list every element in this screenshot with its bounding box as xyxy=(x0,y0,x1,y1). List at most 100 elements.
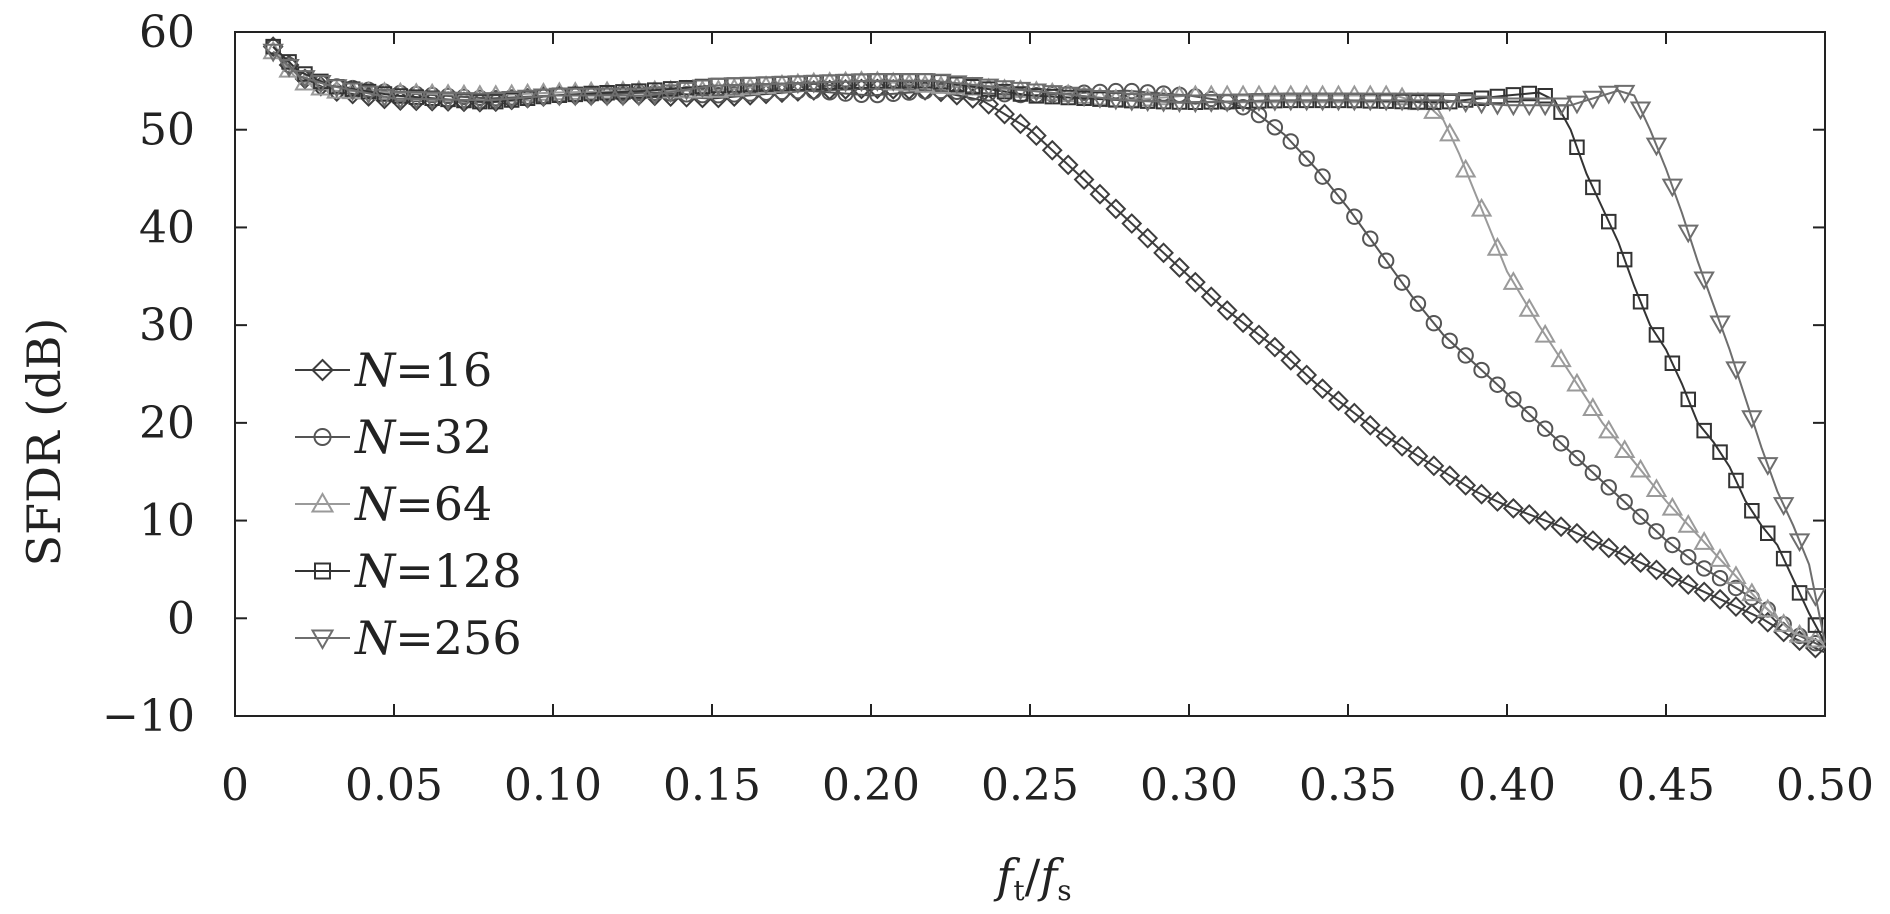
data-point xyxy=(1711,570,1729,587)
data-point xyxy=(1152,86,1175,106)
data-point xyxy=(532,82,555,101)
data-point xyxy=(1772,613,1795,632)
data-point xyxy=(1473,361,1490,379)
data-point xyxy=(771,75,793,95)
data-point xyxy=(1330,187,1347,205)
data-point xyxy=(1439,465,1461,487)
legend-label-value: =64 xyxy=(395,477,492,531)
data-point xyxy=(1616,251,1633,268)
data-point xyxy=(850,73,873,93)
data-point xyxy=(1359,92,1381,112)
legend-label-value: =32 xyxy=(395,410,492,464)
data-point xyxy=(837,85,854,102)
data-point xyxy=(1089,183,1111,205)
data-point xyxy=(1489,376,1506,393)
data-point xyxy=(1728,472,1744,489)
data-point xyxy=(914,73,936,92)
data-point xyxy=(1741,410,1763,429)
data-point xyxy=(866,73,889,92)
data-point xyxy=(1677,224,1699,244)
data-point xyxy=(1073,88,1095,108)
data-point xyxy=(1632,293,1649,310)
data-point xyxy=(1423,455,1445,477)
data-point xyxy=(1632,508,1649,525)
data-point xyxy=(1298,150,1315,167)
data-point xyxy=(310,75,332,94)
data-point xyxy=(1680,549,1697,566)
legend-label-variable: N xyxy=(354,611,397,665)
data-point xyxy=(1550,97,1572,117)
data-point xyxy=(1359,414,1381,436)
legend-label: N=64 xyxy=(354,477,492,531)
data-point xyxy=(1598,537,1620,559)
data-point xyxy=(1661,496,1684,516)
data-point xyxy=(1534,323,1556,343)
data-point xyxy=(834,73,857,93)
data-point xyxy=(1439,93,1461,112)
legend-marker xyxy=(311,358,334,382)
data-point xyxy=(1502,97,1525,117)
data-point xyxy=(1041,85,1063,104)
x-tick-label: 0.20 xyxy=(822,760,920,811)
data-point xyxy=(1041,139,1063,161)
legend-entry: N=64 xyxy=(295,477,492,531)
data-point xyxy=(723,77,745,97)
data-point xyxy=(1377,252,1395,269)
data-point xyxy=(1426,94,1442,110)
data-point xyxy=(1375,92,1397,112)
data-point xyxy=(787,75,809,95)
data-point xyxy=(1760,525,1776,542)
data-point xyxy=(1696,422,1712,439)
data-point xyxy=(294,70,316,89)
data-point xyxy=(1630,552,1651,574)
data-point xyxy=(313,73,329,90)
data-point xyxy=(1791,627,1808,645)
data-point xyxy=(1600,479,1617,496)
data-point xyxy=(1550,348,1572,368)
data-point xyxy=(1791,585,1808,601)
data-point xyxy=(978,93,1000,115)
data-point xyxy=(1502,271,1525,290)
data-point xyxy=(898,73,920,92)
data-point xyxy=(1346,208,1363,225)
data-point xyxy=(1105,198,1127,220)
data-point xyxy=(1772,497,1795,516)
data-point xyxy=(882,73,904,92)
data-point xyxy=(1645,137,1668,157)
data-point xyxy=(344,81,361,97)
data-point xyxy=(596,80,618,100)
data-point xyxy=(1725,565,1747,585)
data-point xyxy=(1677,513,1699,533)
data-point xyxy=(1471,483,1492,505)
x-tick-label: 0 xyxy=(221,760,249,811)
data-point xyxy=(1648,523,1665,540)
x-tick-label: 0.25 xyxy=(981,760,1079,811)
data-point xyxy=(564,81,586,100)
data-point xyxy=(1121,213,1143,234)
data-point xyxy=(1264,92,1286,112)
data-point xyxy=(612,87,634,107)
data-point xyxy=(1423,100,1445,119)
data-point xyxy=(1566,95,1588,115)
data-point xyxy=(1057,86,1079,106)
data-point xyxy=(1343,402,1365,424)
y-tick-label: 0 xyxy=(167,593,195,644)
data-point xyxy=(1757,611,1779,633)
data-point xyxy=(469,92,491,112)
x-label-subscript-s: s xyxy=(1057,874,1071,907)
data-point xyxy=(1486,96,1509,116)
data-point xyxy=(1454,94,1477,114)
legend-marker xyxy=(310,629,335,651)
data-point xyxy=(1044,88,1061,105)
data-point xyxy=(1598,419,1620,439)
data-point xyxy=(1582,397,1604,416)
data-point xyxy=(1521,405,1538,423)
x-tick-label: 0.05 xyxy=(345,760,443,811)
data-point xyxy=(1025,83,1048,103)
data-point xyxy=(949,76,965,93)
data-point xyxy=(357,85,380,105)
data-point xyxy=(472,93,488,110)
data-point xyxy=(278,59,300,78)
data-point xyxy=(1314,168,1331,185)
